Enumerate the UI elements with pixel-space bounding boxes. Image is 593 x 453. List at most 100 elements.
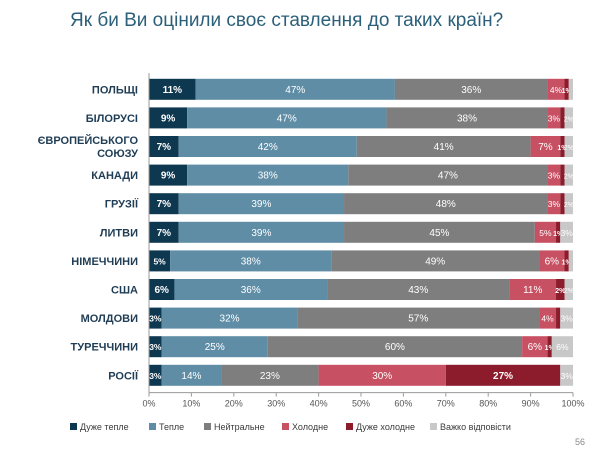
data-label: 3% bbox=[548, 171, 561, 181]
x-tick-label: 20% bbox=[225, 399, 243, 409]
page-number: 56 bbox=[574, 437, 585, 447]
bar-segment bbox=[221, 364, 319, 386]
chart-title: Як би Ви оцінили своє ставлення до таких… bbox=[70, 10, 504, 31]
bar-segment bbox=[149, 221, 179, 243]
bar-segment bbox=[161, 364, 222, 386]
data-label: 42% bbox=[258, 142, 278, 153]
data-label: 38% bbox=[241, 256, 261, 267]
bar-segment bbox=[551, 336, 573, 358]
data-label: 1% bbox=[562, 88, 573, 95]
bar-segment bbox=[530, 136, 561, 157]
bar-segment bbox=[178, 221, 345, 243]
bar-segment bbox=[564, 250, 569, 272]
data-label: 1% bbox=[562, 259, 573, 266]
x-tick-label: 10% bbox=[182, 399, 200, 409]
bar-segment bbox=[344, 221, 535, 243]
bar-segment bbox=[149, 364, 162, 386]
data-label: 3% bbox=[560, 371, 573, 381]
bar-segment bbox=[445, 364, 561, 386]
data-label: 23% bbox=[260, 371, 280, 382]
bar-segment bbox=[522, 336, 548, 358]
data-label: 27% bbox=[493, 371, 513, 382]
legend-label: Дуже холодне bbox=[356, 422, 415, 432]
data-label: 1% bbox=[545, 345, 556, 352]
bar-segment bbox=[149, 78, 196, 100]
data-label: 30% bbox=[372, 371, 392, 382]
legend-swatch bbox=[430, 423, 437, 430]
data-label: 1% bbox=[553, 231, 564, 238]
bar-segment bbox=[386, 107, 548, 129]
bar-segment bbox=[560, 364, 573, 386]
data-label: 2% bbox=[564, 116, 574, 123]
bar-segment bbox=[149, 164, 188, 186]
bar-segment bbox=[547, 78, 565, 100]
bar-segment bbox=[267, 336, 523, 358]
data-label: 2% bbox=[564, 288, 574, 295]
data-label: 6% bbox=[154, 285, 169, 296]
category-label: ПОЛЬЩІ bbox=[92, 84, 138, 96]
bar-segment bbox=[560, 307, 573, 329]
legend-swatch bbox=[346, 423, 353, 430]
data-label: 4% bbox=[541, 314, 554, 324]
bar-segment bbox=[161, 307, 298, 329]
bar-segment bbox=[564, 279, 573, 300]
data-label: 5% bbox=[539, 228, 552, 238]
bar-segment bbox=[187, 107, 387, 129]
bar-segment bbox=[560, 136, 565, 157]
bar-segment bbox=[556, 279, 565, 300]
bar-segment bbox=[560, 221, 573, 243]
bar-segment bbox=[195, 78, 395, 100]
data-label: 36% bbox=[241, 285, 261, 296]
data-label: 2% bbox=[564, 202, 574, 209]
x-tick-label: 40% bbox=[310, 399, 328, 409]
category-label: БІЛОРУСІ bbox=[86, 113, 138, 125]
data-label: 47% bbox=[438, 171, 458, 182]
bar-segment bbox=[327, 279, 510, 300]
legend-swatch bbox=[282, 423, 289, 430]
data-label: 47% bbox=[277, 113, 297, 124]
category-label: КАНАДИ bbox=[91, 170, 138, 182]
category-label: ТУРЕЧЧИНИ bbox=[71, 342, 139, 354]
bar-segment bbox=[149, 250, 171, 272]
bar-segment bbox=[547, 193, 561, 215]
bar-segment bbox=[564, 136, 573, 157]
data-label: 7% bbox=[157, 199, 172, 210]
data-label: 38% bbox=[457, 113, 477, 124]
bar-segment bbox=[560, 107, 565, 129]
x-tick-label: 70% bbox=[437, 399, 455, 409]
legend-swatch bbox=[204, 423, 211, 430]
bar-segment bbox=[161, 336, 268, 358]
data-label: 3% bbox=[560, 314, 573, 324]
data-label: 57% bbox=[408, 314, 428, 325]
bar-segment bbox=[149, 336, 162, 358]
data-label: 3% bbox=[149, 314, 162, 324]
bar-segment bbox=[560, 193, 565, 215]
data-label: 41% bbox=[434, 142, 454, 153]
bar-segment bbox=[297, 307, 540, 329]
x-tick-label: 50% bbox=[352, 399, 370, 409]
x-tick-label: 30% bbox=[267, 399, 285, 409]
bar-segment bbox=[348, 164, 548, 186]
data-label: 32% bbox=[220, 314, 240, 325]
data-label: 39% bbox=[251, 228, 271, 239]
data-label: 2% bbox=[564, 174, 574, 181]
data-label: 11% bbox=[523, 285, 542, 296]
bar-segment bbox=[539, 307, 557, 329]
bar-segment bbox=[149, 307, 162, 329]
legend-label: Нейтральне bbox=[214, 422, 265, 432]
x-tick-label: 60% bbox=[394, 399, 412, 409]
data-label: 5% bbox=[153, 256, 166, 266]
bar-segment bbox=[556, 307, 561, 329]
bar-segment bbox=[149, 279, 175, 300]
x-tick-label: 90% bbox=[522, 399, 540, 409]
data-label: 36% bbox=[461, 85, 481, 96]
legend-swatch bbox=[149, 423, 156, 430]
data-label: 60% bbox=[385, 342, 405, 353]
bar-segment bbox=[560, 164, 565, 186]
data-label: 3% bbox=[548, 199, 561, 209]
data-label: 45% bbox=[429, 228, 449, 239]
category-label: РОСІЇ bbox=[108, 369, 139, 382]
bar-segment bbox=[331, 250, 540, 272]
data-label: 9% bbox=[161, 113, 176, 124]
